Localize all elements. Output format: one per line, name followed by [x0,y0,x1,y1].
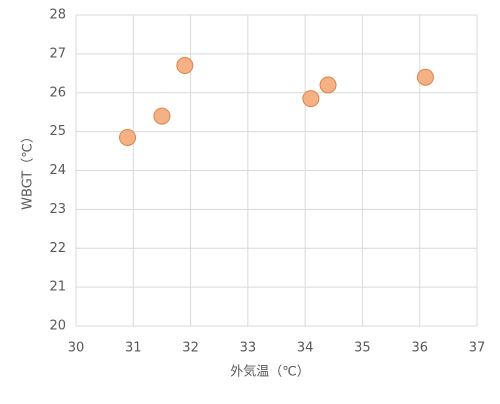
scatter-point [416,68,434,86]
y-tick-label: 27 [49,46,66,61]
scatter-point [176,57,194,75]
x-tick-label: 36 [411,341,428,356]
x-axis-label: 外気温（℃） [230,364,310,380]
y-tick-label: 28 [49,8,66,23]
y-axis-label: WBGT（℃） [21,130,36,210]
y-tick-label: 22 [49,241,66,256]
x-tick-label: 35 [354,341,371,356]
x-tick-label: 37 [469,341,486,356]
y-tick-label: 26 [49,85,66,100]
scatter-point [153,107,171,125]
y-tick-label: 21 [49,280,66,295]
y-tick-label: 20 [49,319,66,334]
x-tick-label: 33 [240,341,257,356]
x-tick-label: 31 [125,341,142,356]
y-tick-label: 24 [49,163,66,178]
x-tick-label: 30 [68,341,85,356]
y-tick-label: 23 [49,202,66,217]
y-tick-label: 25 [49,124,66,139]
scatter-point [302,90,320,108]
x-tick-label: 32 [182,341,199,356]
scatter-point [119,128,137,146]
scatter-point [319,76,337,94]
x-tick-label: 34 [297,341,314,356]
